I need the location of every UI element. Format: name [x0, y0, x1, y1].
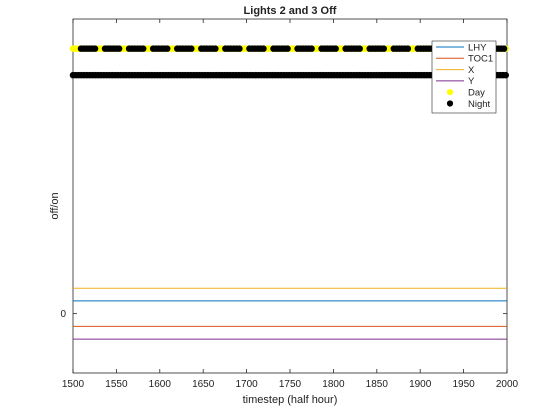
y-axis: 0	[60, 309, 507, 320]
x-tick-label: 1750	[279, 379, 302, 390]
legend-night-label: Night	[468, 99, 491, 110]
legend-night-swatch	[446, 100, 454, 107]
legend-toc1-label: TOC1	[468, 54, 493, 65]
x-tick-label: 1950	[452, 379, 475, 390]
legend-x-label: X	[468, 65, 475, 76]
x-axis: 1500 1550 1600 1650 1700 1750 1800 1850 1900 1950…	[62, 19, 519, 390]
legend-lhy-label: LHY	[468, 42, 487, 53]
x-tick-label: 2000	[496, 379, 519, 390]
x-tick-label: 1700	[235, 379, 258, 390]
x-tick-label: 1850	[366, 379, 389, 390]
legend-day-label: Day	[468, 88, 485, 99]
legend-day-swatch	[446, 89, 454, 96]
chart-title: Lights 2 and 3 Off	[244, 5, 337, 17]
legend-y-label: Y	[468, 76, 475, 87]
y-tick-label: 0	[60, 309, 66, 320]
legend-box	[431, 40, 497, 114]
x-tick-label: 1550	[105, 379, 128, 390]
x-tick-label: 1600	[149, 379, 172, 390]
x-tick-label: 1500	[62, 379, 85, 390]
x-tick-label: 1900	[409, 379, 432, 390]
x-tick-label: 1650	[192, 379, 215, 390]
y-axis-label: off/on	[49, 192, 61, 219]
x-tick-label: 1800	[322, 379, 345, 390]
x-axis-label: timestep (half hour)	[243, 394, 338, 406]
